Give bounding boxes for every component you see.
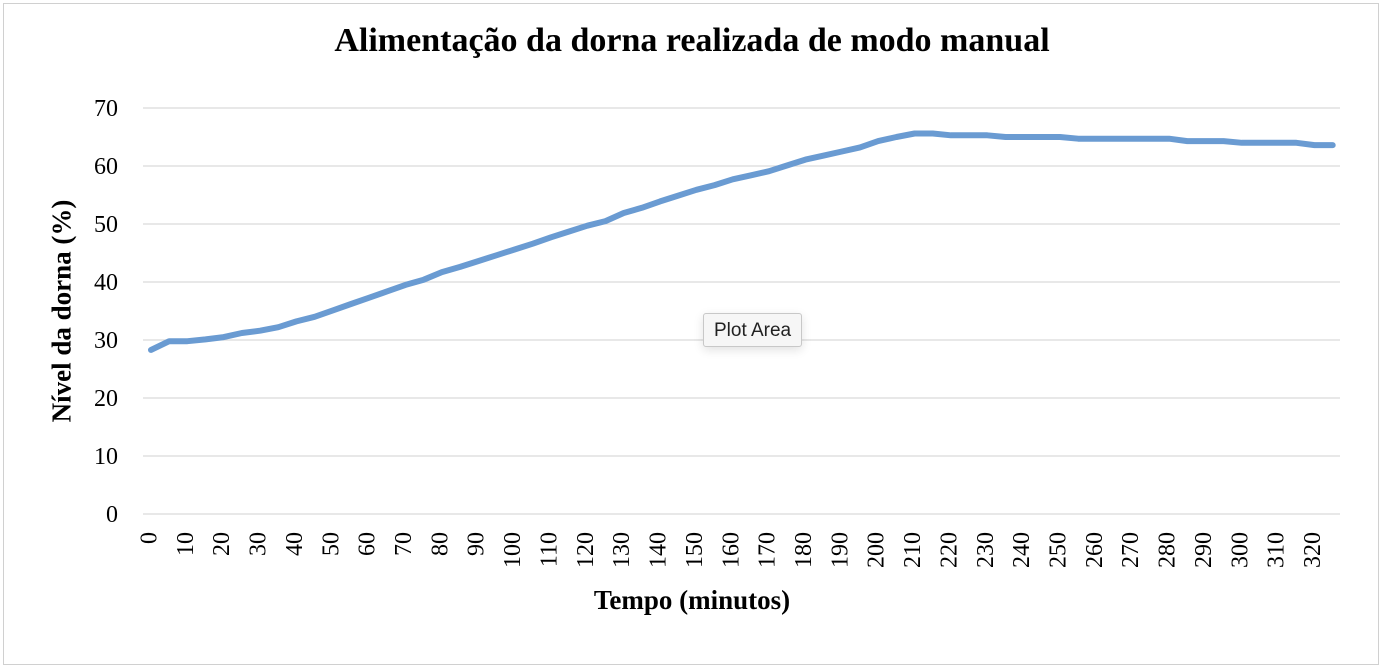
x-tick-label: 0	[137, 532, 163, 544]
x-tick-label: 40	[282, 532, 308, 556]
x-tick-label: 320	[1300, 532, 1326, 568]
y-tick-label: 50	[94, 212, 118, 238]
x-tick-label: 70	[391, 532, 417, 556]
gridlines	[143, 107, 1340, 515]
x-tick-label: 100	[500, 532, 526, 568]
x-tick-label: 230	[973, 532, 999, 568]
x-tick-label: 210	[900, 532, 926, 568]
x-tick-label: 150	[682, 532, 708, 568]
x-tick-label: 180	[791, 532, 817, 568]
y-tick-label: 10	[94, 444, 118, 470]
x-tick-label: 80	[427, 532, 453, 556]
x-tick-label: 250	[1046, 532, 1072, 568]
y-tick-label: 20	[94, 386, 118, 412]
y-tick-label: 60	[94, 154, 118, 180]
x-tick-label: 190	[827, 532, 853, 568]
series-group	[148, 130, 1336, 353]
y-axis-ticks: 0 10 20 30 40 50 60 70	[94, 96, 118, 528]
x-tick-label: 130	[609, 532, 635, 568]
x-axis-ticks: 0 10 20 30 40 50 60 70 80 90 100 110 120 130 140 150 160…	[137, 532, 1327, 568]
x-tick-label: 310	[1264, 532, 1290, 568]
x-tick-label: 50	[318, 532, 344, 556]
x-tick-label: 10	[173, 532, 199, 556]
y-tick-label: 0	[106, 502, 118, 528]
x-tick-label: 110	[536, 532, 562, 567]
plot-area-tooltip: Plot Area	[703, 313, 803, 347]
x-tick-label: 60	[355, 532, 381, 556]
x-tick-label: 90	[464, 532, 490, 556]
x-tick-label: 160	[718, 532, 744, 568]
y-axis-label: Nível da dorna (%)	[46, 199, 77, 423]
x-tick-label: 300	[1227, 532, 1253, 568]
x-tick-label: 290	[1191, 532, 1217, 568]
chart-title: Alimentação da dorna realizada de modo m…	[334, 22, 1050, 59]
x-tick-label: 270	[1118, 532, 1144, 568]
y-tick-label: 30	[94, 328, 118, 354]
x-tick-label: 200	[864, 532, 890, 568]
series-line-0[interactable]	[148, 130, 1336, 353]
x-tick-label: 30	[246, 532, 272, 556]
x-tick-label: 20	[209, 532, 235, 556]
x-tick-label: 140	[646, 532, 672, 568]
y-tick-label: 70	[94, 96, 118, 122]
x-tick-label: 260	[1082, 532, 1108, 568]
x-tick-label: 240	[1009, 532, 1035, 568]
x-tick-label: 280	[1155, 532, 1181, 568]
x-tick-label: 220	[936, 532, 962, 568]
x-tick-label: 170	[755, 532, 781, 568]
x-axis-label: Tempo (minutos)	[593, 585, 791, 615]
y-tick-label: 40	[94, 270, 118, 296]
x-tick-label: 120	[573, 532, 599, 568]
